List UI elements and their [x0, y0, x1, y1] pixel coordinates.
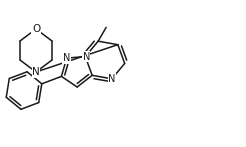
Text: N: N: [32, 67, 40, 77]
Text: N: N: [63, 53, 70, 63]
Text: N: N: [83, 52, 90, 62]
Text: N: N: [108, 74, 116, 84]
Text: O: O: [32, 24, 40, 34]
